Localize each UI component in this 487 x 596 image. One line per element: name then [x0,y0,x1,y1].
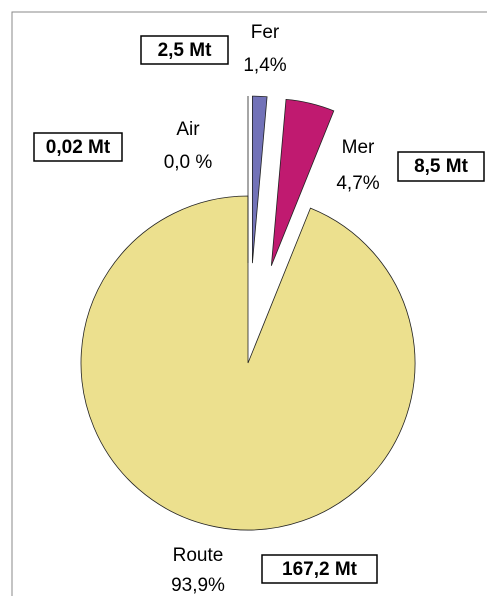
annotation-box [140,35,229,65]
annotation: 2,5 Mt [158,40,213,61]
category-label: Mer [342,137,375,158]
pie [80,95,416,531]
value-label: 4,7% [336,173,379,194]
category-label: Route [173,545,224,566]
value-label: 93,9% [171,575,225,596]
chart-frame [11,11,487,596]
annotation-box [33,132,123,162]
pie-slice [251,95,268,264]
annotation-box [397,151,485,182]
value-label: 0,0 % [164,152,213,173]
category-label: Air [176,119,200,140]
pie-slice [80,195,416,531]
annotation: 0,02 Mt [46,137,111,158]
value-label: 1,4% [243,55,286,76]
category-label: Fer [251,22,280,43]
annotation-box [261,554,378,584]
annotation: 8,5 Mt [414,156,469,177]
pie-slice [270,98,335,266]
annotation: 167,2 Mt [282,559,358,580]
